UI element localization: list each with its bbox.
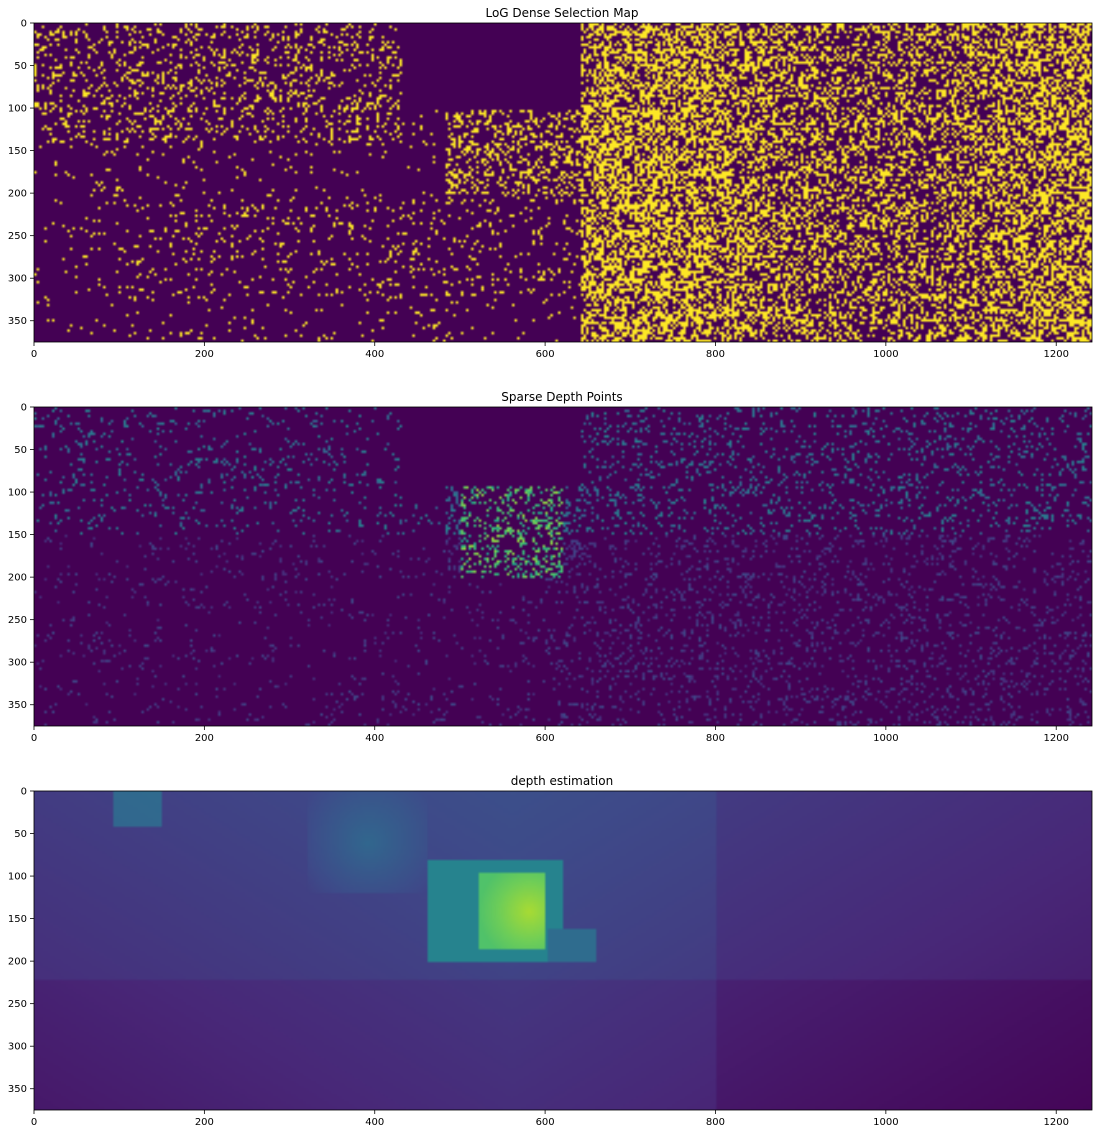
x-tick-label: 400: [365, 349, 384, 360]
y-tick-label: 50: [14, 829, 27, 840]
y-tick-label: 100: [8, 104, 27, 115]
plot-frame: [33, 406, 1093, 727]
x-tick-label: 1200: [1043, 733, 1068, 744]
y-tick-label: 200: [8, 189, 27, 200]
y-tick-label: 150: [8, 914, 27, 925]
x-tick-label: 1200: [1043, 349, 1068, 360]
y-axis-ticks: 0 50 100 150 200 250 300 350: [8, 403, 34, 711]
panel-title: LoG Dense Selection Map: [485, 6, 638, 20]
y-tick-label: 300: [8, 274, 27, 285]
depth-estimation-heatmap: [34, 791, 1092, 1110]
y-tick-label: 100: [8, 488, 27, 499]
x-tick-label: 600: [536, 1117, 555, 1128]
y-tick-label: 0: [21, 403, 27, 414]
y-tick-label: 250: [8, 615, 27, 626]
x-tick-label: 400: [365, 733, 384, 744]
x-tick-label: 800: [706, 733, 725, 744]
y-tick-label: 0: [21, 19, 27, 30]
y-axis-ticks: 0 50 100 150 200 250 300 350: [8, 19, 34, 327]
x-tick-label: 400: [365, 1117, 384, 1128]
x-tick-label: 600: [536, 733, 555, 744]
y-tick-label: 200: [8, 957, 27, 968]
y-tick-label: 150: [8, 530, 27, 541]
panel-log-dense-selection-map: LoG Dense Selection Map 0 200 400 600 800 100…: [8, 6, 1093, 360]
x-tick-label: 600: [536, 349, 555, 360]
x-tick-label: 1200: [1043, 1117, 1068, 1128]
y-tick-label: 350: [8, 316, 27, 327]
y-tick-label: 350: [8, 1084, 27, 1095]
x-tick-label: 0: [31, 733, 37, 744]
y-tick-label: 100: [8, 872, 27, 883]
x-tick-label: 1000: [873, 1117, 898, 1128]
x-axis-ticks: 0 200 400 600 800 1000 1200: [31, 342, 1069, 360]
y-tick-label: 350: [8, 700, 27, 711]
plot-frame: [33, 22, 1093, 343]
x-tick-label: 200: [195, 1117, 214, 1128]
x-tick-label: 0: [31, 1117, 37, 1128]
x-axis-ticks: 0 200 400 600 800 1000 1200: [31, 726, 1069, 744]
panel-depth-estimation: depth estimation 0 200 400 600 800 1000 1200 0…: [8, 774, 1093, 1128]
y-tick-label: 300: [8, 658, 27, 669]
x-tick-label: 800: [706, 1117, 725, 1128]
x-axis-ticks: 0 200 400 600 800 1000 1200: [31, 1110, 1069, 1128]
y-axis-ticks: 0 50 100 150 200 250 300 350: [8, 787, 34, 1095]
x-tick-label: 200: [195, 733, 214, 744]
plot-frame: [33, 790, 1093, 1111]
y-tick-label: 300: [8, 1042, 27, 1053]
y-tick-label: 50: [14, 61, 27, 72]
x-tick-label: 1000: [873, 349, 898, 360]
y-tick-label: 250: [8, 231, 27, 242]
x-tick-label: 1000: [873, 733, 898, 744]
panel-sparse-depth-points: Sparse Depth Points 0 200 400 600 800 1000 120…: [8, 390, 1093, 744]
x-tick-label: 200: [195, 349, 214, 360]
x-tick-label: 0: [31, 349, 37, 360]
y-tick-label: 200: [8, 573, 27, 584]
y-tick-label: 50: [14, 445, 27, 456]
y-tick-label: 150: [8, 146, 27, 157]
panel-title: Sparse Depth Points: [501, 390, 622, 404]
sparse-depth-heatmap: [34, 407, 1092, 726]
x-tick-label: 800: [706, 349, 725, 360]
panel-title: depth estimation: [511, 774, 613, 788]
y-tick-label: 250: [8, 999, 27, 1010]
log-dense-selection-heatmap: [34, 23, 1092, 342]
y-tick-label: 0: [21, 787, 27, 798]
